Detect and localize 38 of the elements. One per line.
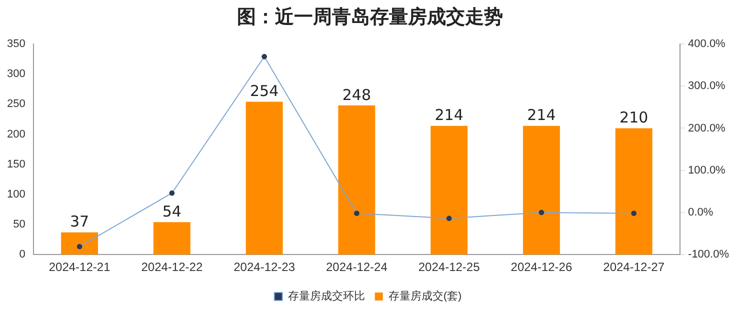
- data-label: 254: [250, 82, 279, 100]
- bar: [338, 105, 376, 255]
- x-tick-label: 2024-12-21: [48, 260, 111, 274]
- chart-title: 图：近一周青岛存量房成交走势: [236, 5, 504, 30]
- bar: [153, 222, 190, 255]
- legend-label: 存量房成交(套): [388, 290, 462, 303]
- data-label: 214: [527, 106, 556, 124]
- x-tick-label: 2024-12-23: [234, 260, 296, 274]
- bar: [246, 102, 283, 255]
- bar: [615, 128, 652, 255]
- y-tick-label: 350: [6, 38, 26, 50]
- x-tick-label: 2024-12-22: [141, 260, 203, 274]
- y-tick-label: 50: [13, 218, 26, 231]
- bar: [430, 126, 468, 255]
- data-label: 210: [620, 108, 648, 127]
- x-tick-label: 2024-12-24: [326, 260, 388, 274]
- y-tick-label: 0: [19, 248, 26, 261]
- y-tick-label: 100: [6, 188, 26, 200]
- data-label: 214: [434, 106, 464, 124]
- y-tick-label: 250: [6, 98, 26, 110]
- x-tick-label: 2024-12-27: [603, 260, 665, 274]
- y-tick-label: 300: [6, 68, 26, 80]
- y-tick-label: 200: [6, 128, 26, 140]
- legend-label: 存量房成交环比: [288, 290, 365, 303]
- y2-tick-label: 200.0%: [688, 122, 726, 134]
- y2-tick-label: -100.0%: [688, 248, 730, 261]
- bar: [522, 126, 560, 255]
- y2-tick-label: 100.0%: [688, 164, 726, 176]
- data-label: 54: [162, 202, 182, 220]
- x-tick-label: 2024-12-26: [510, 260, 572, 274]
- y2-tick-label: 300.0%: [688, 80, 726, 92]
- data-label: 37: [70, 212, 90, 231]
- bar: [61, 232, 98, 255]
- y2-tick-label: 400.0%: [688, 38, 726, 50]
- y2-tick-label: 0.0%: [688, 206, 714, 219]
- x-tick-label: 2024-12-25: [418, 260, 480, 274]
- data-label: 248: [342, 86, 372, 104]
- y-tick-label: 150: [6, 158, 26, 170]
